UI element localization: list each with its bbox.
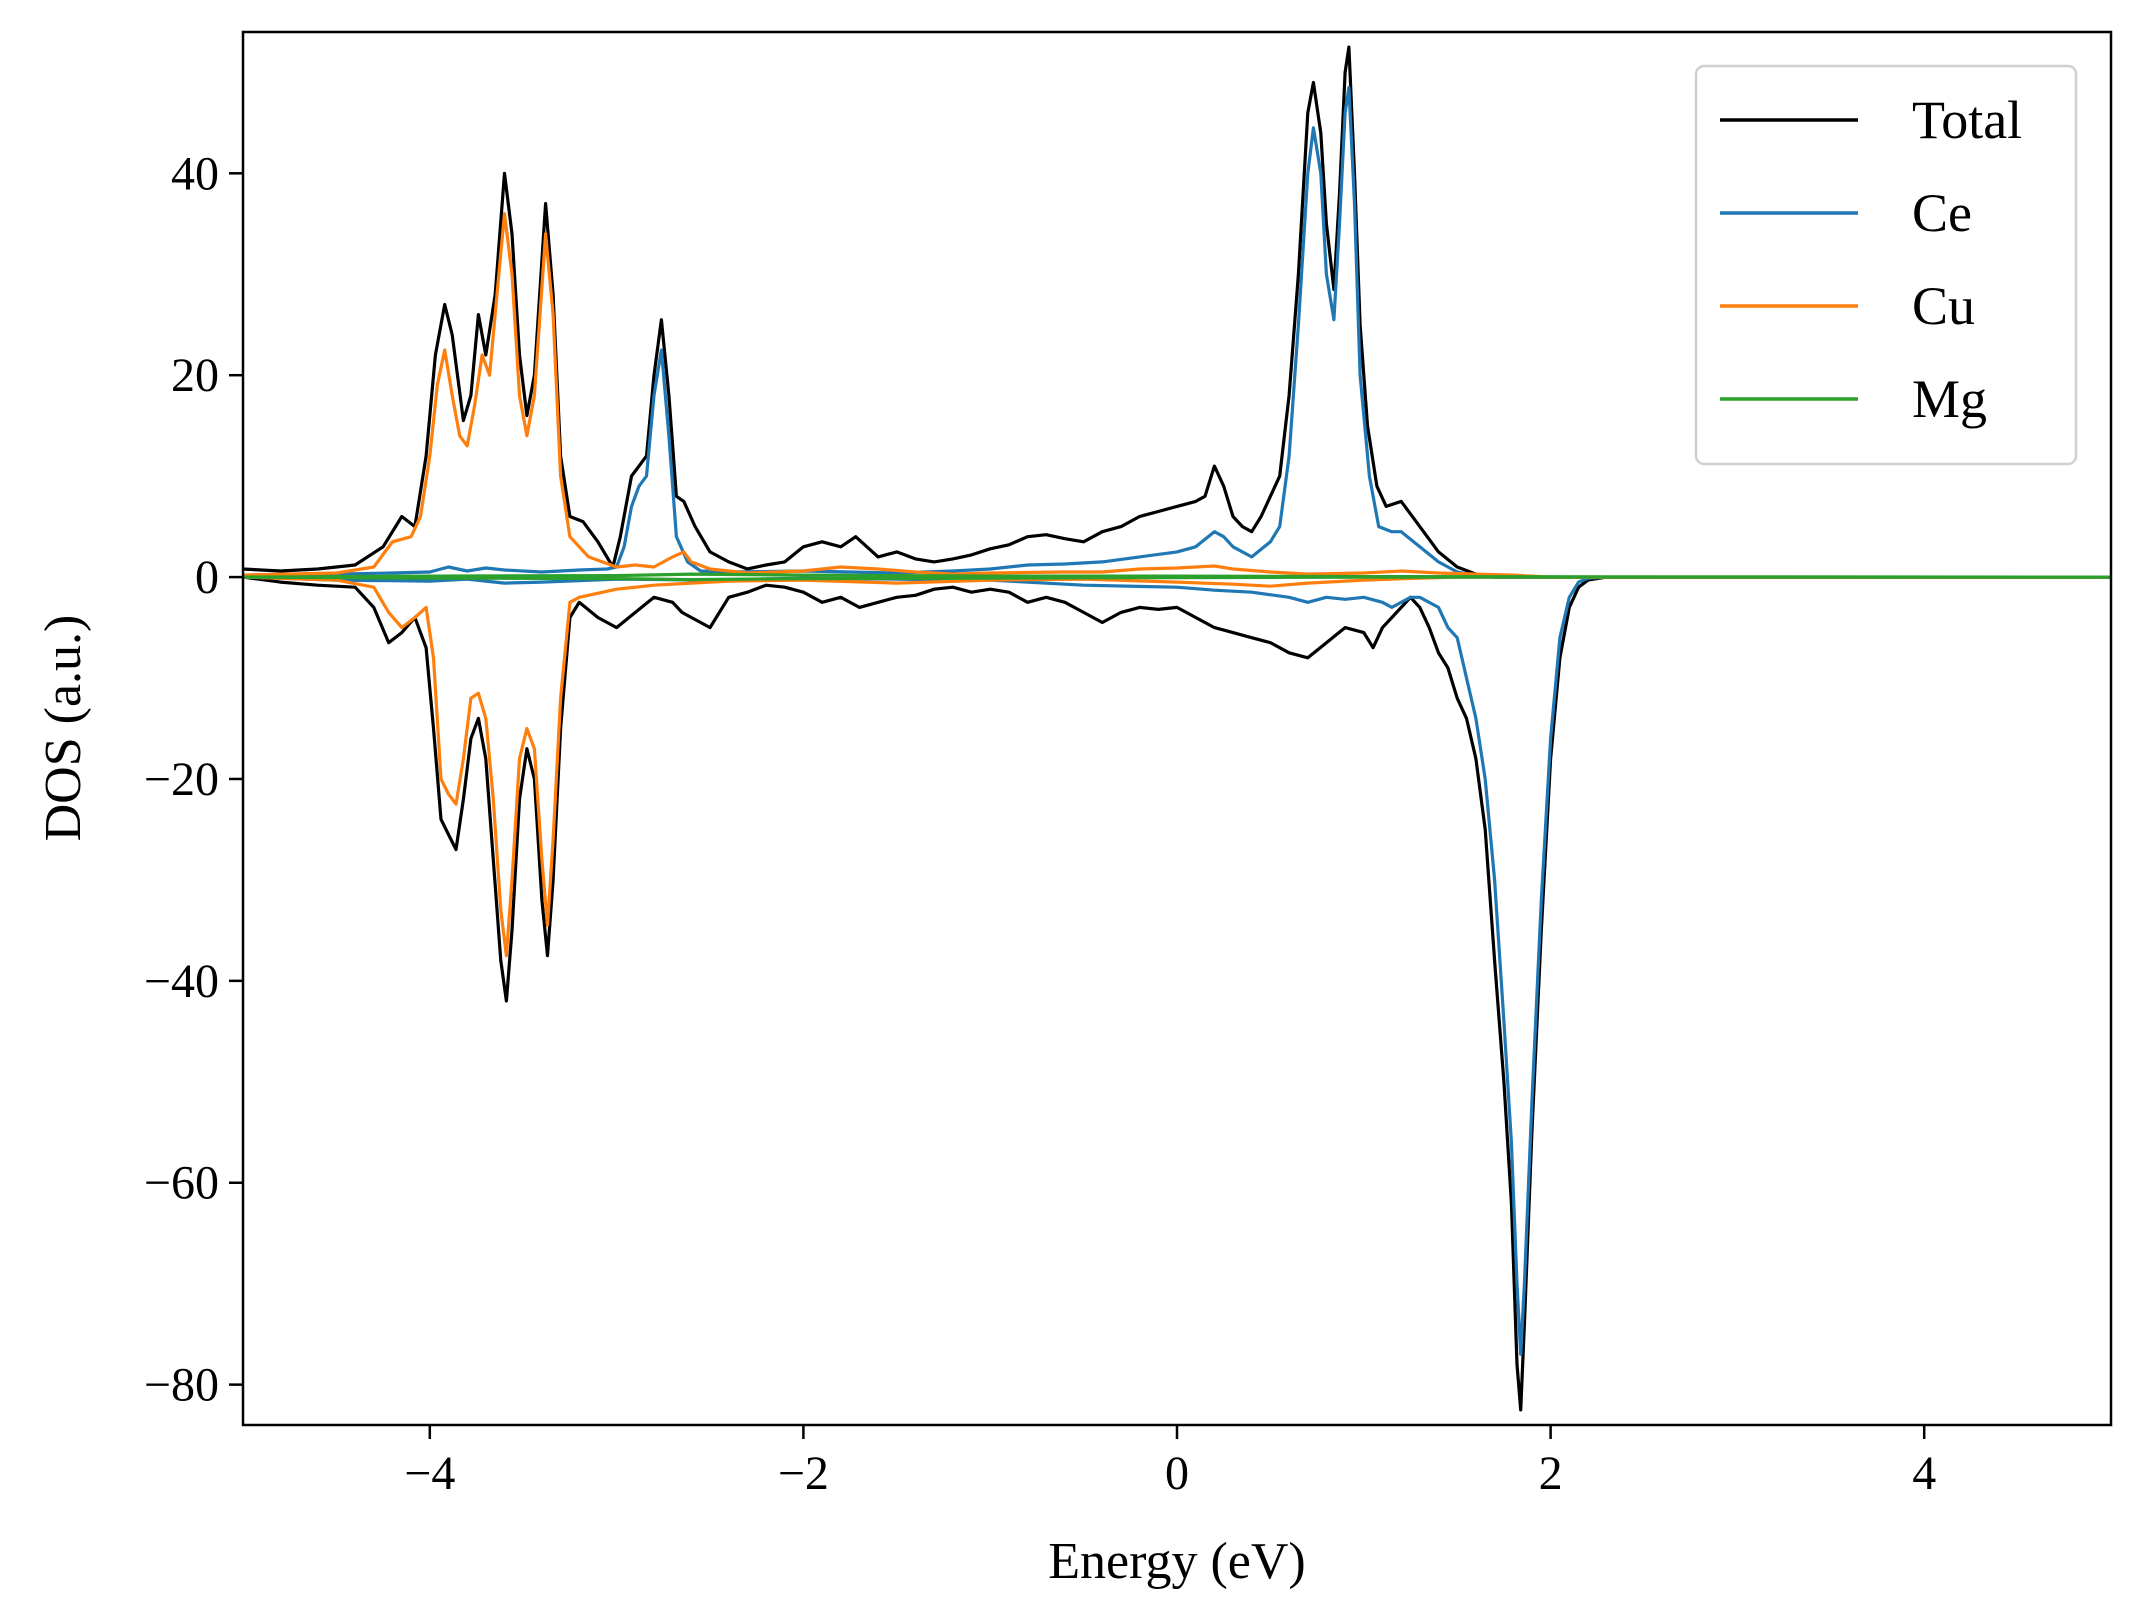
legend-label-mg: Mg xyxy=(1912,369,1987,429)
x-axis-label: Energy (eV) xyxy=(1048,1533,1306,1590)
legend-label-cu: Cu xyxy=(1912,276,1975,336)
x-tick-label: 2 xyxy=(1539,1447,1563,1500)
legend-label-total: Total xyxy=(1912,90,2022,150)
legend-label-ce: Ce xyxy=(1912,183,1972,243)
series-layer xyxy=(242,45,2112,1412)
y-tick-label: 20 xyxy=(171,349,219,402)
series-ce-line-up xyxy=(242,85,2111,579)
x-tick-label: 4 xyxy=(1912,1447,1936,1500)
legend: Total Ce Cu Mg xyxy=(1694,64,2078,466)
y-tick-label: −60 xyxy=(144,1157,219,1210)
legend-box xyxy=(1694,64,2078,466)
series-total-line-up xyxy=(242,45,2111,579)
y-tick-label: −20 xyxy=(144,753,219,806)
series-cu-line-up xyxy=(242,212,2111,579)
y-tick-label: −80 xyxy=(144,1359,219,1412)
series-mg-line-down xyxy=(242,575,2111,582)
x-tick-label: −4 xyxy=(404,1447,455,1500)
y-tick-label: 0 xyxy=(195,551,219,604)
x-tick-label: 0 xyxy=(1165,1447,1189,1500)
series-cu-line-down xyxy=(242,575,2111,958)
x-tick-label: −2 xyxy=(778,1447,829,1500)
y-tick-label: −40 xyxy=(144,955,219,1008)
y-axis-label: DOS (a.u.) xyxy=(35,615,92,842)
series-total-line-down xyxy=(242,575,2111,1412)
y-tick-label: 40 xyxy=(171,147,219,200)
